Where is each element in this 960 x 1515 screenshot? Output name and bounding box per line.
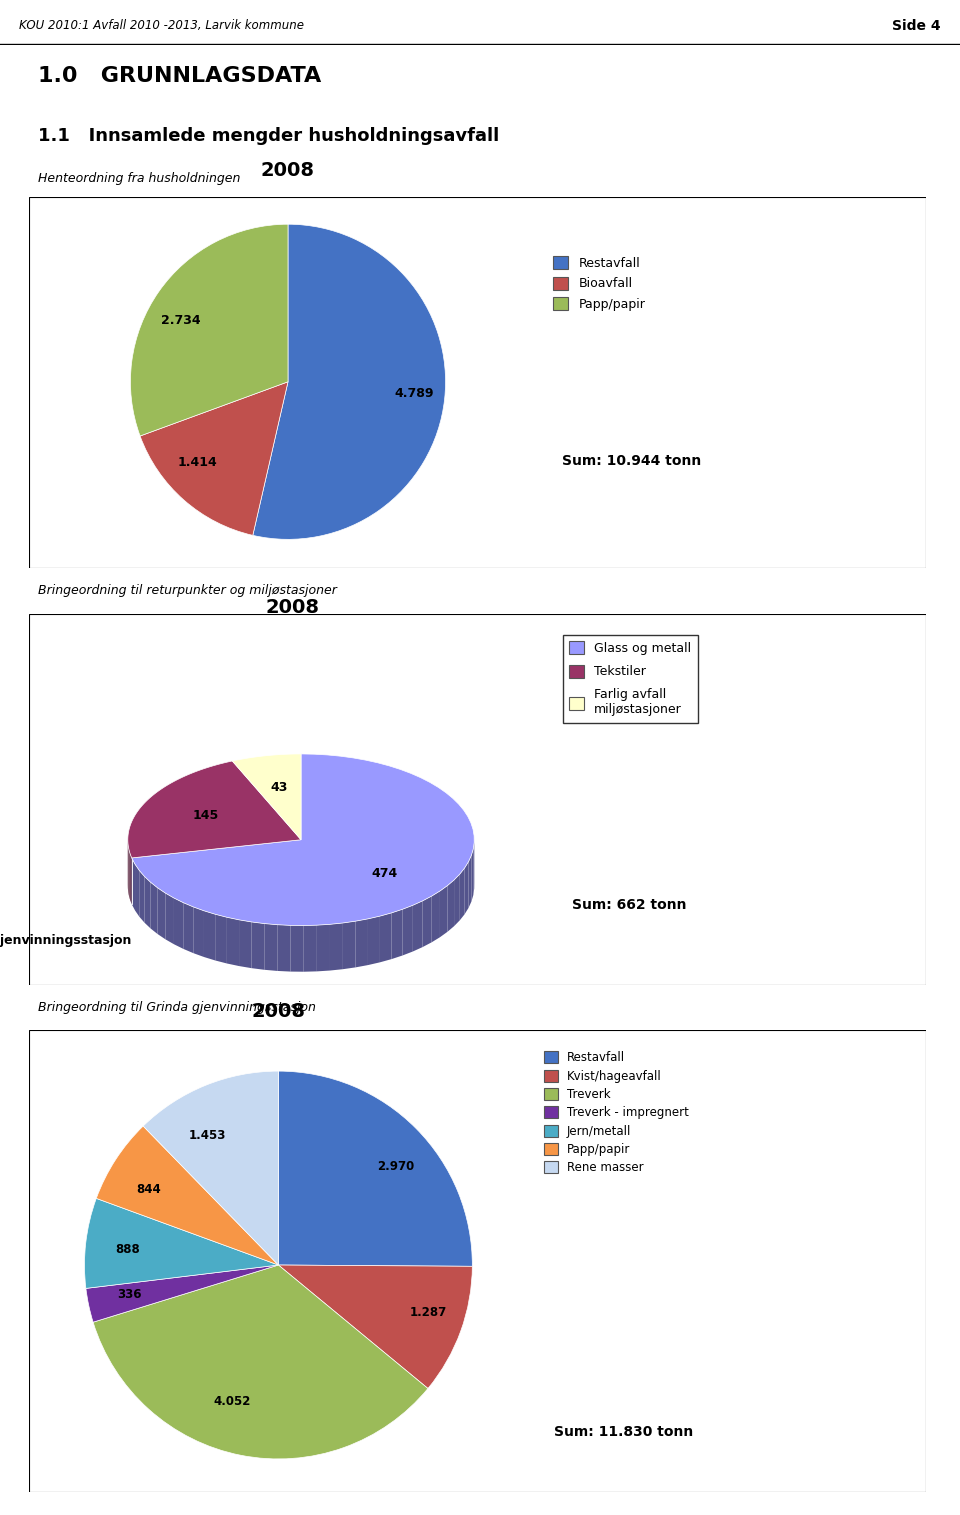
Polygon shape (402, 906, 413, 956)
Polygon shape (422, 895, 432, 947)
Polygon shape (144, 877, 151, 929)
Text: 888: 888 (115, 1242, 140, 1256)
Title: 2008: 2008 (261, 162, 315, 180)
Text: Sum: 662 tonn: Sum: 662 tonn (572, 898, 686, 912)
Polygon shape (355, 920, 368, 968)
Polygon shape (264, 924, 277, 971)
Text: 4.789: 4.789 (395, 388, 434, 400)
Text: Bringeordning til returpunkter og miljøstasjoner: Bringeordning til returpunkter og miljøs… (38, 585, 337, 597)
Text: 1.414: 1.414 (178, 456, 217, 468)
Wedge shape (252, 224, 445, 539)
Legend: Restavfall, Kvist/hageavfall, Treverk, Treverk - impregnert, Jern/metall, Papp/p: Restavfall, Kvist/hageavfall, Treverk, T… (543, 1051, 689, 1174)
Polygon shape (440, 886, 447, 938)
Polygon shape (454, 874, 460, 926)
Polygon shape (135, 864, 139, 917)
Title: 2008: 2008 (252, 1001, 305, 1021)
FancyBboxPatch shape (29, 1030, 926, 1492)
Text: Bringeordning til Grinda gjenvinningsstasjon: Bringeordning til Grinda gjenvinningssta… (38, 1001, 316, 1014)
Polygon shape (465, 862, 468, 914)
Polygon shape (343, 921, 355, 970)
FancyBboxPatch shape (29, 197, 926, 568)
Polygon shape (380, 914, 392, 962)
Text: 1.287: 1.287 (410, 1306, 447, 1320)
Polygon shape (193, 907, 204, 957)
Text: 4.052: 4.052 (214, 1395, 252, 1409)
Text: 336: 336 (117, 1288, 142, 1301)
Wedge shape (143, 1071, 278, 1265)
Polygon shape (128, 761, 301, 857)
Polygon shape (174, 898, 183, 948)
Polygon shape (252, 923, 264, 970)
Polygon shape (165, 892, 174, 944)
Text: 145: 145 (192, 809, 219, 823)
Polygon shape (468, 856, 471, 907)
Polygon shape (392, 909, 402, 959)
Polygon shape (132, 857, 135, 911)
Text: 844: 844 (136, 1183, 161, 1195)
Polygon shape (227, 917, 239, 967)
Text: Sum: 10.944 tonn: Sum: 10.944 tonn (562, 454, 701, 468)
Wedge shape (93, 1265, 428, 1459)
FancyBboxPatch shape (29, 614, 926, 985)
Text: 2.734: 2.734 (160, 314, 201, 327)
Polygon shape (303, 926, 317, 971)
Wedge shape (85, 1265, 278, 1323)
Polygon shape (317, 924, 330, 971)
Polygon shape (330, 923, 343, 971)
Polygon shape (215, 914, 227, 964)
Polygon shape (139, 871, 144, 923)
Text: Sum: 11.830 tonn: Sum: 11.830 tonn (554, 1424, 693, 1439)
Polygon shape (151, 882, 157, 935)
Wedge shape (84, 1198, 278, 1288)
Polygon shape (232, 754, 301, 839)
Text: Henteordning fra husholdningen: Henteordning fra husholdningen (38, 173, 241, 185)
Polygon shape (432, 891, 440, 942)
Polygon shape (413, 901, 422, 951)
Wedge shape (278, 1071, 472, 1267)
Wedge shape (131, 224, 288, 436)
Polygon shape (460, 868, 465, 920)
Text: Grinda gjenvinningsstasjon: Grinda gjenvinningsstasjon (0, 933, 132, 947)
Wedge shape (140, 382, 288, 535)
Polygon shape (204, 911, 215, 961)
Wedge shape (96, 1126, 278, 1265)
Polygon shape (447, 880, 454, 932)
Polygon shape (157, 888, 165, 939)
Wedge shape (278, 1265, 472, 1388)
Polygon shape (277, 924, 291, 971)
Legend: Restavfall, Bioavfall, Papp/papir: Restavfall, Bioavfall, Papp/papir (554, 256, 645, 311)
Text: 1.1   Innsamlede mengder husholdningsavfall: 1.1 Innsamlede mengder husholdningsavfal… (38, 127, 499, 145)
Text: 1.453: 1.453 (188, 1129, 226, 1142)
Text: 2.970: 2.970 (377, 1160, 415, 1173)
Polygon shape (471, 848, 473, 901)
Polygon shape (291, 926, 303, 971)
Title: 2008: 2008 (266, 598, 320, 617)
Text: 43: 43 (271, 782, 288, 794)
Text: 1.0   GRUNNLAGSDATA: 1.0 GRUNNLAGSDATA (38, 65, 322, 86)
Text: KOU 2010:1 Avfall 2010 -2013, Larvik kommune: KOU 2010:1 Avfall 2010 -2013, Larvik kom… (19, 20, 304, 32)
Polygon shape (132, 754, 474, 926)
Polygon shape (368, 917, 380, 965)
Text: 474: 474 (372, 867, 397, 880)
Text: Side 4: Side 4 (892, 18, 941, 33)
Polygon shape (239, 920, 252, 968)
Legend: Glass og metall, Tekstiler, Farlig avfall
miljøstasjoner: Glass og metall, Tekstiler, Farlig avfal… (564, 635, 698, 723)
Polygon shape (183, 903, 193, 953)
